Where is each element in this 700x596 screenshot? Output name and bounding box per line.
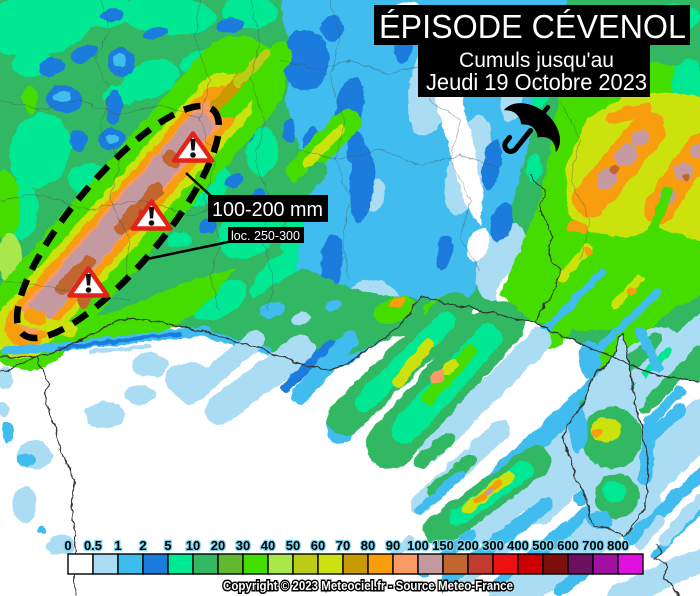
svg-text:40: 40 [261,538,275,553]
svg-text:800: 800 [607,538,629,553]
svg-text:60: 60 [311,538,325,553]
svg-text:20: 20 [211,538,225,553]
svg-text:ÉPISODE CÉVENOL: ÉPISODE CÉVENOL [379,8,686,45]
svg-text:100-200 mm: 100-200 mm [212,198,323,221]
svg-text:50: 50 [286,538,300,553]
svg-text:Jeudi 19 Octobre 2023: Jeudi 19 Octobre 2023 [426,69,647,95]
svg-text:0.5: 0.5 [84,538,102,553]
svg-text:Copyright © 2023 Meteociel.fr: Copyright © 2023 Meteociel.fr - Source M… [223,578,513,593]
svg-text:2: 2 [139,538,146,553]
svg-text:30: 30 [236,538,250,553]
svg-text:1: 1 [114,538,121,553]
svg-text:700: 700 [582,538,604,553]
svg-text:90: 90 [386,538,400,553]
svg-text:300: 300 [482,538,504,553]
svg-text:0: 0 [64,538,71,553]
svg-text:loc. 250-300: loc. 250-300 [231,229,300,243]
svg-text:500: 500 [532,538,554,553]
svg-text:70: 70 [336,538,350,553]
svg-text:5: 5 [164,538,171,553]
svg-text:200: 200 [457,538,479,553]
svg-text:80: 80 [361,538,375,553]
svg-text:600: 600 [557,538,579,553]
svg-text:10: 10 [186,538,200,553]
svg-text:Cumuls jusqu'au: Cumuls jusqu'au [459,48,614,72]
svg-text:150: 150 [432,538,454,553]
svg-text:100: 100 [407,538,429,553]
svg-text:400: 400 [507,538,529,553]
